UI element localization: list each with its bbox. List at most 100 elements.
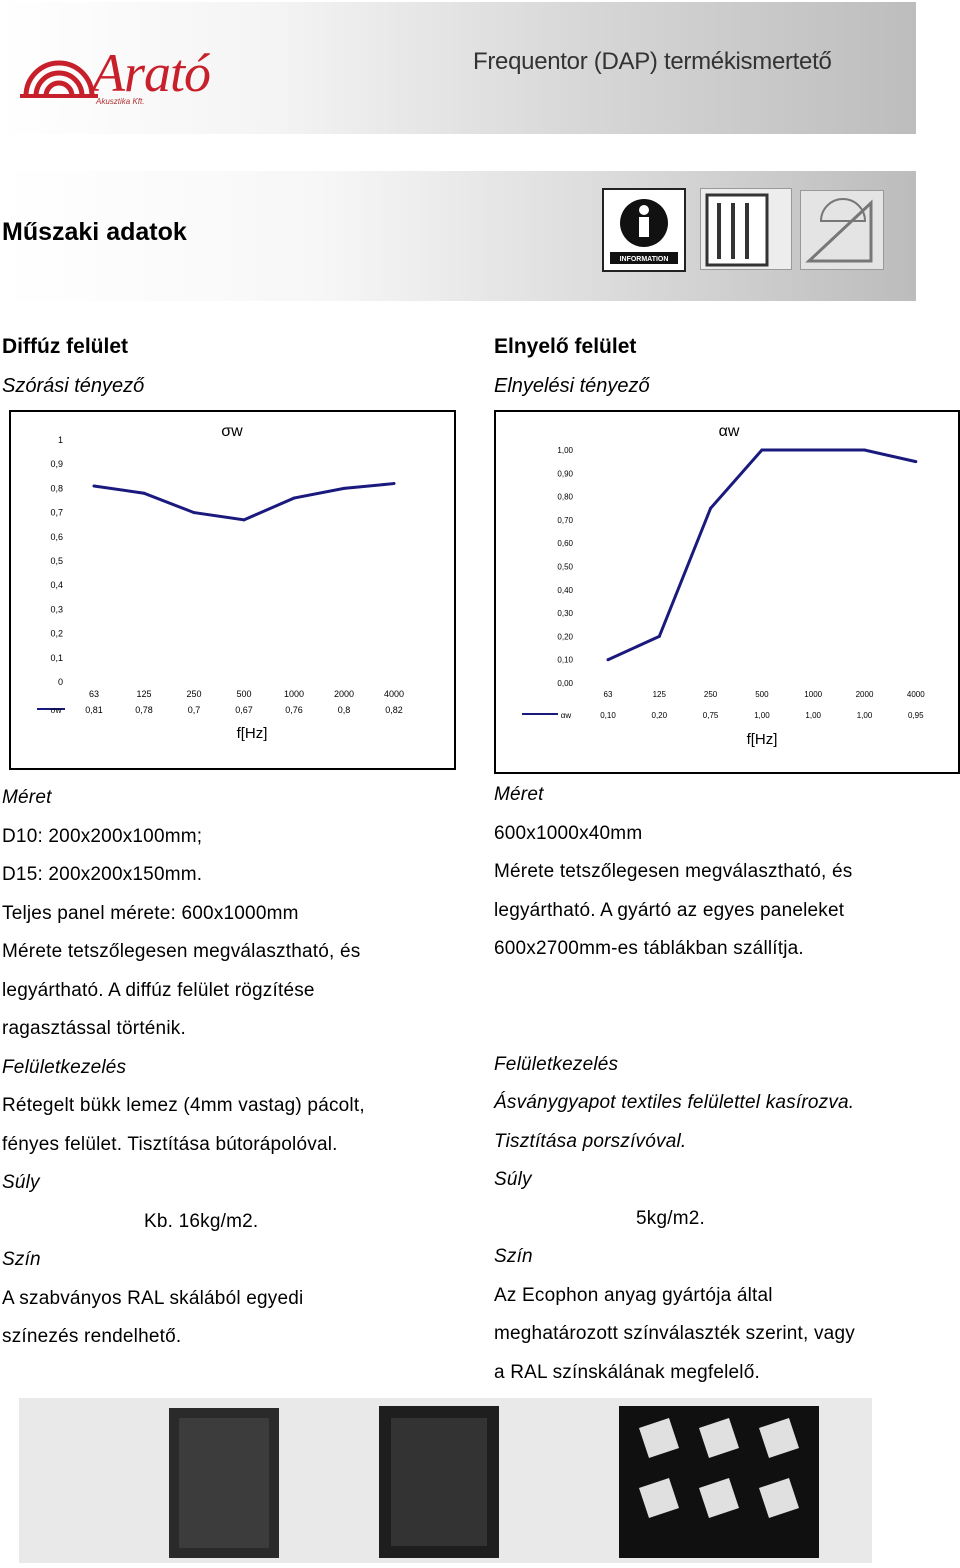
data-point: [342, 486, 346, 490]
left-color-line: A szabványos RAL skálából egyedi: [2, 1287, 304, 1309]
y-tick-label: 0,70: [557, 516, 573, 525]
left-size-line: Mérete tetszőlegesen megválasztható, és: [2, 941, 361, 962]
left-size-line: D15: 200x200x150mm.: [2, 864, 203, 885]
panel-photo: [169, 1408, 279, 1558]
right-heading: Elnyelő felület: [494, 335, 637, 358]
y-tick-label: 1: [58, 435, 63, 445]
right-color-line: Az Ecophon anyag gyártója által: [494, 1284, 773, 1306]
logo-subtitle: Akusztika Kft.: [96, 97, 145, 106]
drafting-tools-icon: [800, 190, 884, 270]
panel-photo: [379, 1406, 499, 1558]
data-table-value: 0,76: [285, 705, 303, 715]
y-tick-label: 0,20: [557, 632, 573, 641]
right-subheading: Elnyelési tényező: [494, 375, 650, 397]
y-tick-label: 0,10: [557, 656, 573, 665]
data-point: [292, 496, 296, 500]
data-point: [92, 484, 96, 488]
data-table-value: 0,81: [85, 705, 103, 715]
right-weight-value: 5kg/m2.: [636, 1207, 705, 1229]
data-table-value: 0,95: [908, 711, 924, 720]
right-color-line: meghatározott színválaszték szerint, vag…: [494, 1323, 855, 1344]
left-color-label: Szín: [2, 1249, 41, 1270]
data-table-value: 0,75: [703, 711, 719, 720]
y-tick-label: 0,1: [50, 653, 63, 663]
product-photos: [19, 1398, 872, 1563]
chart-title: αw: [719, 423, 740, 440]
info-icon-label: INFORMATION: [620, 256, 669, 263]
y-tick-label: 0,00: [557, 679, 573, 688]
x-tick-label: 500: [755, 690, 769, 699]
data-point: [709, 506, 713, 510]
y-tick-label: 0,9: [50, 459, 63, 469]
x-tick-label: 4000: [907, 690, 925, 699]
information-icon: INFORMATION: [602, 188, 686, 272]
left-size-line: ragasztással történik.: [2, 1018, 186, 1039]
right-size-label: Méret: [494, 784, 544, 805]
data-table-value: 0,20: [652, 711, 668, 720]
series-line: [93, 482, 395, 522]
right-surface-line: Ásványgyapot textiles felülettel kasíroz…: [494, 1092, 855, 1113]
data-table-value: 0,82: [385, 705, 403, 715]
data-table-value: 0,67: [235, 705, 253, 715]
document-icon: [700, 188, 792, 270]
data-table-value: 0,7: [188, 705, 201, 715]
x-tick-label: 63: [604, 690, 613, 699]
data-point: [811, 448, 815, 452]
right-color-label: Szín: [494, 1246, 533, 1267]
left-weight-label: Súly: [2, 1172, 40, 1193]
logo-mark-icon: [20, 60, 98, 98]
y-tick-label: 0,50: [557, 563, 573, 572]
data-table-value: 0,8: [338, 705, 351, 715]
data-table-value: 1,00: [805, 711, 821, 720]
y-tick-label: 0,90: [557, 469, 573, 478]
banner-title: Frequentor (DAP) termékismertető: [473, 48, 832, 75]
y-tick-label: 1,00: [557, 446, 573, 455]
x-tick-label: 2000: [334, 689, 354, 699]
left-heading: Diffúz felület: [2, 335, 128, 358]
right-color-line: a RAL színskálának megfelelő.: [494, 1361, 760, 1383]
data-point: [142, 491, 146, 495]
left-surface-label: Felületkezelés: [2, 1056, 127, 1078]
x-tick-label: 1000: [804, 690, 822, 699]
x-axis-label: f[Hz]: [237, 725, 268, 742]
absorption-chart-svg: αw 1,00 0,90 0,80 0,70 0,60 0,50 0,40 0,30 0,20 0,…: [522, 423, 925, 748]
right-weight-label: Súly: [494, 1169, 532, 1190]
y-tick-label: 0,40: [557, 586, 573, 595]
y-tick-label: 0: [58, 677, 63, 687]
left-weight-value: Kb. 16kg/m2.: [144, 1210, 259, 1232]
y-tick-label: 0,30: [557, 609, 573, 618]
left-color-line: színezés rendelhető.: [2, 1326, 182, 1347]
data-table-value: 0,10: [600, 711, 616, 720]
right-surface-label: Felületkezelés: [494, 1053, 619, 1075]
data-point: [606, 658, 610, 662]
y-tick-label: 0,6: [50, 532, 63, 542]
left-size-line: D10: 200x200x100mm;: [2, 825, 203, 847]
y-tick-label: 0,8: [50, 483, 63, 493]
right-size-line: Mérete tetszőlegesen megválasztható, és: [494, 861, 853, 882]
x-tick-label: 250: [186, 689, 201, 699]
y-tick-label: 0,3: [50, 604, 63, 614]
x-tick-label: 250: [704, 690, 718, 699]
right-size-line: 600x1000x40mm: [494, 822, 643, 844]
data-point: [914, 460, 918, 464]
x-tick-label: 125: [136, 689, 151, 699]
x-tick-label: 4000: [384, 689, 404, 699]
data-point: [242, 518, 246, 522]
scattering-chart: σw 1 0,9 0,8 0,7 0,6 0,5 0,4 0,3 0,2 0,1 0 63 125 250 5…: [9, 410, 456, 770]
right-size-line: legyártható. A gyártó az egyes paneleket: [494, 899, 845, 921]
data-table-value: 1,00: [754, 711, 770, 720]
series-line: [607, 448, 917, 662]
left-subheading: Szórási tényező: [2, 375, 145, 397]
x-tick-label: 125: [653, 690, 667, 699]
header-banner: [0, 2, 916, 134]
left-size-label: Méret: [2, 787, 52, 808]
y-tick-label: 0,5: [50, 556, 63, 566]
x-tick-label: 63: [89, 689, 99, 699]
data-point: [657, 634, 661, 638]
left-surface-line: fényes felület. Tisztítása bútorápolóval…: [2, 1133, 338, 1155]
y-tick-label: 0,80: [557, 493, 573, 502]
data-table-series-name: σw: [51, 706, 62, 715]
chart-title: σw: [221, 423, 243, 440]
data-table-value: 1,00: [857, 711, 873, 720]
absorption-chart: αw 1,00 0,90 0,80 0,70 0,60 0,50 0,40 0,30 0,20 0,…: [494, 410, 960, 774]
